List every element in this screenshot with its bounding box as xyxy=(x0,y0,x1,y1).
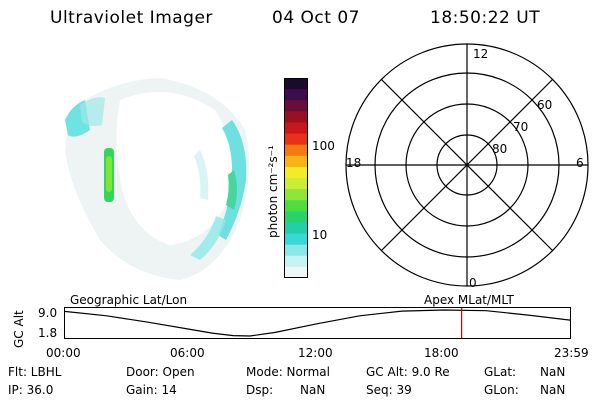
polar-ring-70: 70 xyxy=(513,120,529,134)
colorbar-stripe xyxy=(284,122,308,135)
time-label: 18:50:22 UT xyxy=(430,8,541,28)
colorbar-stripe xyxy=(284,211,308,223)
info-gcalt: GC Alt: 9.0 Re xyxy=(366,365,450,379)
app-title: Ultraviolet Imager xyxy=(50,8,213,28)
colorbar-stripe xyxy=(284,133,308,146)
info-door: Door: Open xyxy=(126,365,195,379)
info-glon-value: NaN xyxy=(540,383,566,397)
timeline-y-axis-label: GC Alt xyxy=(12,310,26,348)
colorbar xyxy=(284,78,308,278)
uv-image xyxy=(65,78,249,280)
polar-ring-60: 60 xyxy=(537,98,553,112)
colorbar-tick-10: 10 xyxy=(312,228,328,242)
colorbar-stripe xyxy=(284,144,308,157)
colorbar-stripe xyxy=(284,155,308,168)
colorbar-label: photon cm⁻²s⁻¹ xyxy=(266,145,280,238)
info-glon-label: GLon: xyxy=(484,383,519,397)
timeline-right-label: Apex MLat/MLT xyxy=(424,293,514,307)
colorbar-stripe xyxy=(284,178,308,190)
colorbar-stripe xyxy=(284,233,308,246)
colorbar-stripe xyxy=(284,111,308,123)
timeline-y-tick-top: 9.0 xyxy=(38,306,58,320)
polar-grid xyxy=(345,43,589,287)
gc-alt-line xyxy=(64,309,571,337)
colorbar-stripe xyxy=(284,78,308,90)
timeline-plot xyxy=(64,307,571,339)
polar-label-0: 0 xyxy=(469,276,477,290)
colorbar-stripe xyxy=(284,189,308,201)
colorbar-stripe xyxy=(284,266,308,278)
polar-ring-80: 80 xyxy=(492,142,508,156)
info-flt: Flt: LBHL xyxy=(8,365,62,379)
colorbar-stripe xyxy=(284,255,308,268)
polar-label-18: 18 xyxy=(346,156,362,170)
info-ip: IP: 36.0 xyxy=(8,383,54,397)
polar-label-6: 6 xyxy=(576,156,584,170)
x-tick-2359: 23:59 xyxy=(554,346,589,360)
info-seq: Seq: 39 xyxy=(366,383,412,397)
polar-label-12: 12 xyxy=(473,47,489,61)
colorbar-stripe xyxy=(284,89,308,101)
timeline-left-label: Geographic Lat/Lon xyxy=(70,293,188,307)
timeline-y-tick-bottom: 1.8 xyxy=(38,326,58,340)
info-dsp-label: Dsp: xyxy=(246,383,274,397)
colorbar-stripe xyxy=(284,222,308,235)
date-label: 04 Oct 07 xyxy=(272,8,360,28)
x-tick-1800: 18:00 xyxy=(424,346,459,360)
x-tick-1200: 12:00 xyxy=(298,346,333,360)
colorbar-stripe xyxy=(284,166,308,179)
colorbar-stripe xyxy=(284,244,308,257)
colorbar-tick-100: 100 xyxy=(312,139,335,153)
info-mode: Mode: Normal xyxy=(246,365,330,379)
info-dsp-value: NaN xyxy=(300,383,326,397)
info-glat-value: NaN xyxy=(540,365,566,379)
x-tick-0600: 06:00 xyxy=(170,346,205,360)
info-gain: Gain: 14 xyxy=(126,383,177,397)
x-tick-0000: 00:00 xyxy=(46,346,81,360)
info-glat-label: GLat: xyxy=(484,365,517,379)
colorbar-stripe xyxy=(284,200,308,212)
colorbar-stripe xyxy=(284,100,308,112)
